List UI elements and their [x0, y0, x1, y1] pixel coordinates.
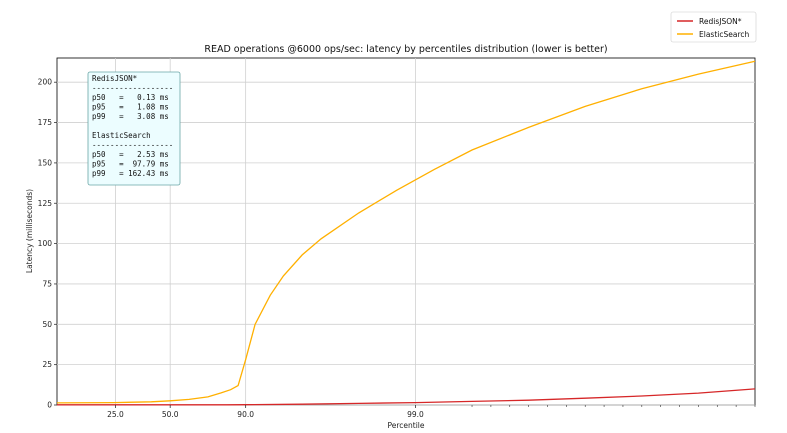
x-tick-label-1: 50.0	[162, 410, 179, 419]
stats-line-6: ElasticSearch	[92, 131, 151, 140]
stats-line-10: p99 = 162.43 ms	[92, 169, 169, 178]
y-tick-label-6: 150	[38, 158, 53, 167]
y-axis-ticks: 0 25 50 75 100 125 150 175 200	[38, 78, 57, 410]
legend: RedisJSON* ElasticSearch	[670, 11, 757, 43]
y-tick-label-4: 100	[38, 239, 53, 248]
x-tick-label-3: 99.0	[407, 410, 424, 419]
stats-box-frame	[87, 71, 181, 186]
y-tick-label-3: 75	[42, 279, 52, 288]
y-tick-label-8: 200	[38, 78, 53, 87]
stats-line-1: ------------------	[92, 84, 173, 93]
series-line-redisjson	[57, 388, 756, 406]
stats-line-9: p95 = 97.79 ms	[92, 160, 169, 169]
stats-line-3: p95 = 1.08 ms	[92, 103, 169, 112]
legend-label-elasticsearch: ElasticSearch	[699, 30, 749, 39]
y-axis-label: Latency (milliseconds)	[25, 189, 34, 273]
stats-line-8: p50 = 2.53 ms	[92, 150, 169, 159]
stats-lines: RedisJSON*------------------p50 = 0.13 m…	[92, 74, 173, 178]
x-tick-label-0: 25.0	[107, 410, 124, 419]
stats-line-4: p99 = 3.08 ms	[92, 112, 169, 121]
chart-title: READ operations @6000 ops/sec: latency b…	[204, 44, 607, 55]
y-tick-label-5: 125	[38, 199, 53, 208]
x-axis-label: Percentile	[387, 421, 424, 430]
stats-box: RedisJSON*------------------p50 = 0.13 m…	[87, 71, 181, 186]
y-tick-label-1: 25	[42, 360, 52, 369]
series-layer	[56, 60, 756, 406]
y-tick-label-2: 50	[42, 320, 52, 329]
legend-label-redisjson: RedisJSON*	[699, 17, 742, 26]
x-axis-ticks: 25.0 50.0 90.0 99.0	[107, 405, 756, 419]
y-tick-label-7: 175	[38, 118, 53, 127]
y-tick-label-0: 0	[47, 401, 52, 410]
stats-line-0: RedisJSON*	[92, 74, 137, 83]
x-tick-label-2: 90.0	[237, 410, 254, 419]
stats-line-7: ------------------	[92, 141, 173, 150]
stats-line-2: p50 = 0.13 ms	[92, 93, 169, 102]
series-line-elasticsearch	[56, 60, 756, 404]
